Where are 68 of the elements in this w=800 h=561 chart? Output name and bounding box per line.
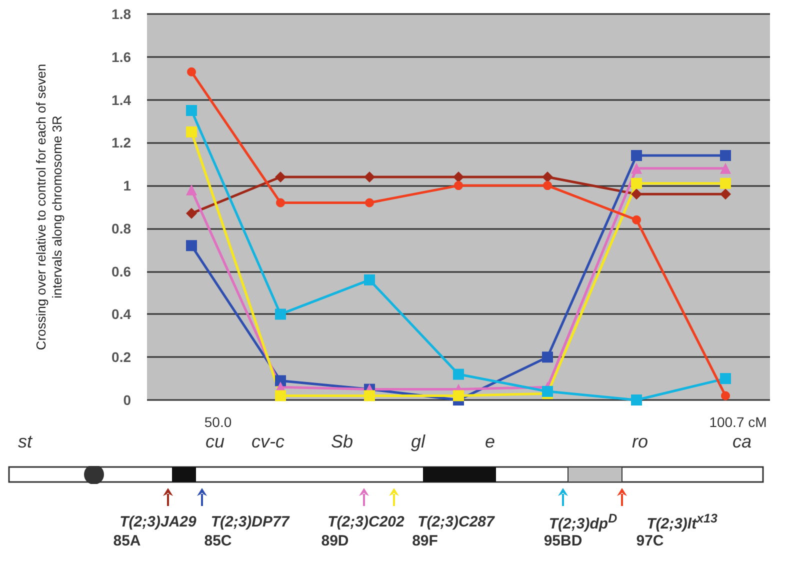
point [720, 178, 731, 189]
text: st [18, 432, 32, 452]
point [276, 198, 285, 208]
point [631, 178, 642, 189]
text: 89D [321, 532, 349, 550]
point [365, 198, 374, 208]
text: T(2;3)JA29 [120, 514, 196, 530]
point [720, 373, 731, 384]
y-tick-label: 1 [123, 178, 132, 194]
text: cv-c [252, 432, 284, 452]
y-tick-label: 0.6 [112, 263, 132, 280]
y-tick-label: 1.4 [112, 92, 132, 108]
point [542, 352, 553, 363]
point [275, 171, 286, 182]
text: 95BD [544, 532, 582, 550]
point [454, 181, 463, 190]
text: 100.7 cM [709, 414, 767, 430]
text: 50.0 [204, 414, 232, 430]
text: cu [205, 432, 225, 452]
y-axis-title: Crossing over relative to control for each of seven intervals along chromosome 3R [34, 64, 64, 350]
text: 85C [204, 532, 232, 550]
point [187, 67, 196, 76]
y-tick-label: 1.8 [112, 6, 132, 22]
point [364, 390, 375, 402]
point [453, 390, 464, 402]
point [453, 368, 464, 380]
text: T(2;3)C202 [328, 514, 404, 530]
y-tick-label: 0.2 [112, 349, 132, 366]
y-tick-label: 1.6 [112, 48, 132, 65]
text: gl [410, 432, 426, 452]
point [632, 215, 641, 224]
point [721, 391, 730, 400]
text: Sb [330, 432, 354, 452]
point [186, 240, 197, 252]
point [186, 105, 197, 116]
point [275, 375, 286, 386]
text: T(2;3)lt$^{x13}$ [646, 512, 718, 532]
text: T(2;3)DP77 [210, 514, 290, 530]
text: 89F [412, 532, 438, 550]
point [453, 171, 464, 182]
text: ro [632, 432, 648, 452]
point [543, 181, 552, 190]
point [186, 184, 197, 196]
y-tick-label: 1.2 [112, 134, 132, 151]
point [720, 188, 731, 200]
y-tick-label: 0.4 [112, 306, 132, 322]
text: 97C [636, 532, 664, 550]
point [275, 390, 286, 402]
point [631, 188, 642, 200]
point [186, 126, 197, 138]
text: 85A [113, 532, 141, 550]
y-tick-label: 0.8 [112, 220, 132, 236]
text: ca [732, 432, 752, 452]
text: e [484, 432, 496, 452]
point [631, 162, 642, 174]
point [364, 274, 375, 286]
point [364, 171, 375, 182]
text: T(2;3)C287 [418, 514, 494, 530]
point [720, 150, 731, 162]
y-tick-label: 0 [123, 392, 132, 408]
point [720, 162, 731, 174]
point [631, 150, 642, 162]
point [631, 394, 642, 406]
point [275, 308, 286, 320]
text: T(2;3)dp$^{D}$ [548, 512, 618, 532]
point [542, 171, 553, 182]
point [542, 386, 553, 397]
point [186, 208, 197, 219]
